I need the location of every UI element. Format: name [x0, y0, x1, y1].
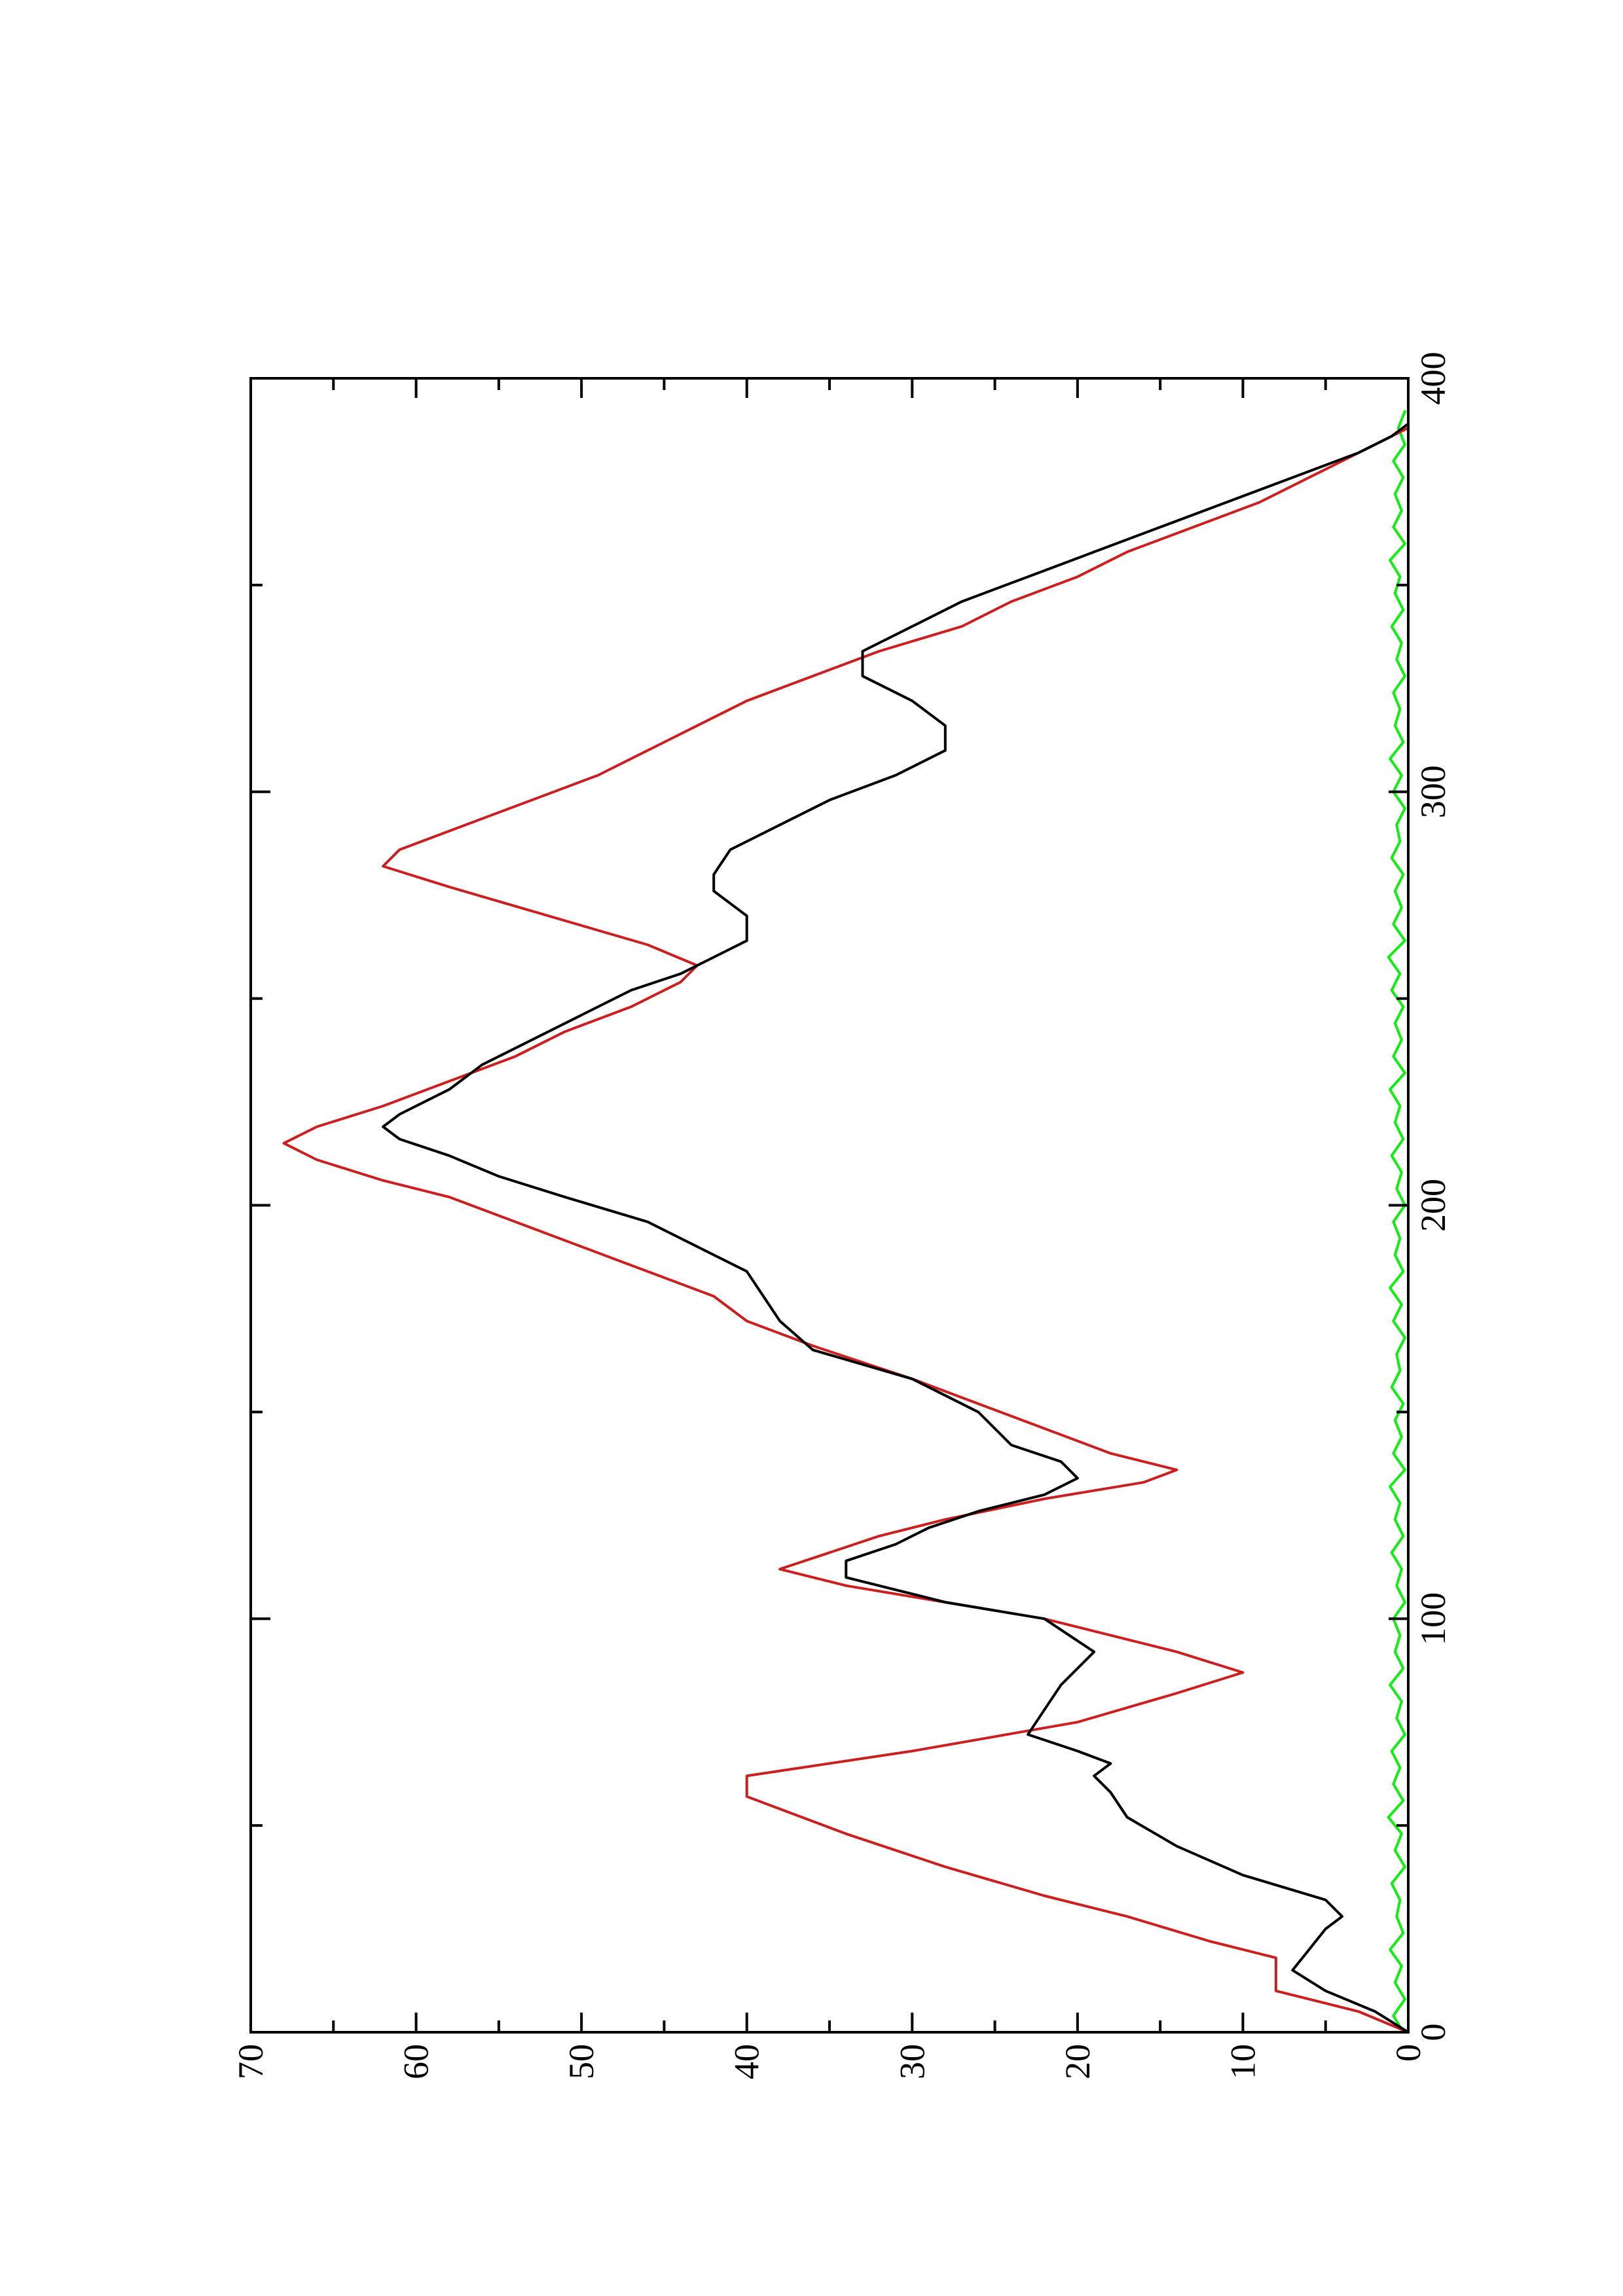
y-tick-label: 60: [397, 2044, 436, 2079]
y-tick-label: 30: [892, 2044, 932, 2079]
x-tick-label: 400: [1413, 352, 1453, 405]
y-tick-label: 20: [1058, 2044, 1097, 2079]
series-line-green-series: [1387, 410, 1406, 2034]
series-layer: [282, 410, 1410, 2034]
x-tick-label: 0: [1413, 2024, 1453, 2041]
y-tick-label: 50: [562, 2044, 601, 2079]
x-tick-label: 300: [1413, 765, 1453, 818]
x-tick-label: 200: [1413, 1179, 1453, 1232]
ticks-layer: [249, 377, 1410, 2034]
series-line-black-series: [382, 422, 1410, 2034]
y-tick-label: 10: [1223, 2044, 1262, 2079]
y-tick-label: 70: [231, 2044, 270, 2079]
y-tick-label: 40: [727, 2044, 767, 2079]
x-tick-label: 100: [1413, 1592, 1453, 1645]
y-tick-label: 0: [1389, 2044, 1428, 2062]
tick-labels-layer: 0 100 200 300 400 0 10 20 30 40 50 60 70: [231, 352, 1453, 2080]
series-line-red-series: [282, 426, 1410, 2034]
plot-frame: [249, 377, 1410, 2034]
